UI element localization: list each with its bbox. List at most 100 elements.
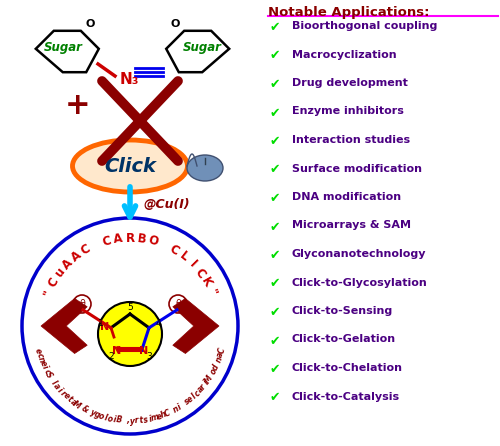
Text: Notable Applications:: Notable Applications: [268, 6, 430, 19]
Text: o: o [208, 367, 218, 376]
Text: h: h [159, 410, 168, 420]
Text: ✔: ✔ [270, 50, 280, 62]
Text: ✔: ✔ [270, 249, 280, 262]
Text: e: e [186, 394, 196, 405]
Text: n: n [214, 355, 224, 363]
Text: R: R [126, 231, 134, 244]
Text: a: a [216, 351, 226, 359]
Text: O: O [170, 19, 180, 29]
Text: c: c [34, 351, 44, 359]
Text: ✔: ✔ [270, 306, 280, 319]
Text: i: i [148, 414, 152, 424]
Text: N: N [100, 322, 110, 332]
Text: M: M [203, 374, 214, 385]
Text: C: C [101, 234, 113, 248]
Text: i: i [40, 364, 49, 371]
Text: a: a [52, 382, 62, 391]
Text: r: r [134, 416, 139, 425]
Text: A: A [68, 248, 84, 264]
Text: ✔: ✔ [270, 392, 280, 405]
Text: c: c [192, 388, 202, 398]
Text: g: g [92, 410, 101, 420]
Text: N: N [112, 346, 121, 356]
Text: C: C [78, 242, 93, 258]
Text: e: e [33, 347, 43, 354]
Circle shape [98, 302, 162, 366]
Text: ,: , [126, 417, 130, 425]
Text: t: t [139, 416, 143, 425]
Text: s: s [143, 415, 148, 425]
Text: M: M [71, 399, 83, 410]
Text: Enzyme inhibitors: Enzyme inhibitors [292, 107, 404, 116]
Text: C: C [192, 265, 208, 281]
Text: ✔: ✔ [270, 78, 280, 91]
Text: Click-to-Gelation: Click-to-Gelation [292, 334, 396, 344]
Text: ✔: ✔ [270, 334, 280, 347]
Text: e: e [61, 391, 71, 401]
Text: i: i [112, 415, 116, 424]
Text: l: l [190, 392, 198, 401]
Text: Click-to-Glycosylation: Click-to-Glycosylation [292, 277, 428, 288]
Text: i: i [202, 379, 210, 387]
Text: t: t [66, 395, 74, 404]
Text: &: & [80, 404, 90, 415]
Text: s: s [182, 397, 192, 407]
Text: Sugar: Sugar [44, 41, 82, 54]
Text: C: C [216, 347, 227, 355]
Text: C: C [46, 276, 62, 289]
Text: C: C [167, 242, 182, 258]
Text: ✔: ✔ [270, 220, 280, 234]
Text: o: o [106, 414, 114, 424]
Text: r: r [198, 382, 208, 391]
Text: r: r [58, 388, 68, 398]
Text: ✔: ✔ [270, 363, 280, 376]
Text: Interaction studies: Interaction studies [292, 135, 410, 145]
Text: A: A [113, 232, 124, 246]
Text: ✔: ✔ [270, 164, 280, 177]
Text: ✔: ✔ [270, 135, 280, 148]
Text: ✔: ✔ [270, 192, 280, 205]
Text: Drug development: Drug development [292, 78, 408, 88]
Ellipse shape [187, 155, 223, 181]
Text: ": " [41, 288, 56, 298]
Text: Bioorthogonal coupling: Bioorthogonal coupling [292, 21, 438, 31]
Text: ✔: ✔ [270, 277, 280, 290]
Text: I: I [186, 258, 198, 270]
Text: ✔: ✔ [270, 107, 280, 120]
Text: B: B [116, 416, 122, 425]
Text: C: C [163, 408, 172, 419]
Text: e: e [155, 411, 162, 421]
Text: a: a [68, 397, 78, 407]
Text: n: n [36, 355, 46, 363]
Ellipse shape [72, 140, 188, 192]
Text: c: c [42, 368, 51, 376]
Text: L: L [177, 249, 191, 264]
Text: Click-to-Sensing: Click-to-Sensing [292, 306, 393, 316]
Text: i: i [176, 403, 183, 412]
Text: Surface modification: Surface modification [292, 164, 422, 173]
Text: 1: 1 [98, 319, 104, 328]
Text: O: O [146, 233, 160, 248]
Text: S: S [44, 371, 54, 380]
Text: Macrocyclization: Macrocyclization [292, 50, 397, 59]
Text: a: a [195, 385, 205, 395]
Text: d: d [210, 363, 220, 372]
Text: K: K [198, 276, 214, 290]
Text: l: l [50, 379, 58, 387]
Text: @Cu(I): @Cu(I) [143, 198, 190, 211]
Text: i: i [56, 386, 64, 394]
Text: 4: 4 [155, 319, 161, 328]
Text: DNA modification: DNA modification [292, 192, 401, 202]
Text: Microarrays & SAM: Microarrays & SAM [292, 220, 411, 231]
Text: 3: 3 [146, 352, 152, 361]
Text: B: B [136, 232, 147, 246]
Text: N: N [139, 346, 148, 356]
Text: e: e [38, 359, 48, 368]
Text: Glyconanotechnology: Glyconanotechnology [292, 249, 426, 259]
Text: O: O [85, 19, 94, 29]
Text: Click: Click [104, 157, 156, 175]
Text: ": " [204, 288, 219, 298]
Polygon shape [173, 298, 219, 354]
Text: Click-to-Catalysis: Click-to-Catalysis [292, 392, 400, 401]
Text: Click-to-Chelation: Click-to-Chelation [292, 363, 403, 373]
